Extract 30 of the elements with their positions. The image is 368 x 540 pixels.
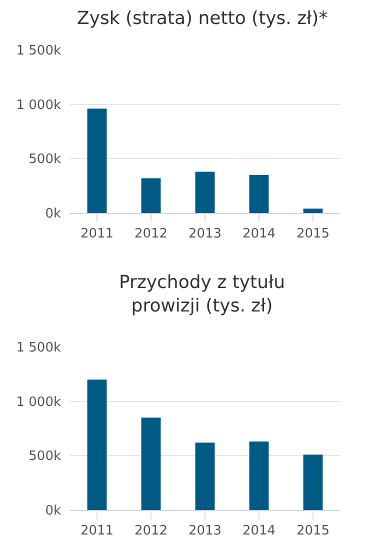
y-tick-label: 500k [28,449,62,464]
x-tick-label: 2011 [80,524,114,539]
bar [249,442,269,510]
x-tick-label: 2012 [134,226,168,242]
chart-title: Zysk (strata) netto (tys. zł)* [77,8,328,29]
x-tick-label: 2013 [188,524,222,539]
bar [87,380,107,510]
bar [195,172,215,213]
y-tick-label: 1 000k [16,98,62,113]
x-tick-label: 2011 [80,226,114,242]
x-tick-label: 2015 [296,226,330,242]
y-tick-label: 1 500k [16,340,62,356]
bar [303,454,323,510]
x-tick-label: 2014 [242,524,276,539]
y-tick-label: 0k [45,206,62,222]
y-tick-label: 500k [28,152,62,168]
bar [141,178,161,213]
x-tick-label: 2013 [188,226,222,242]
y-tick-label: 0k [45,504,62,519]
y-tick-label: 1 000k [16,394,62,410]
bar [249,174,269,213]
x-tick-label: 2014 [242,226,276,242]
bar [303,208,323,213]
bar [141,418,161,510]
x-tick-label: 2012 [134,524,168,539]
x-tick-label: 2015 [296,524,330,539]
bar [87,108,107,213]
y-tick-label: 1 500k [16,44,62,59]
chart-title: Przychody z tytułu prowizji (tys. zł) [119,272,286,316]
bar [195,442,215,510]
